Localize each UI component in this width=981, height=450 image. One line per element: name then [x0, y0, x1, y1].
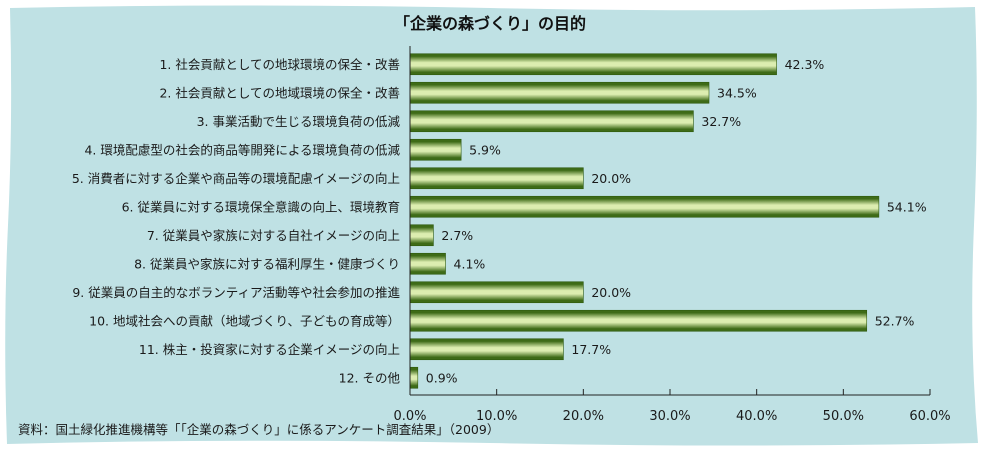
source-note: 資料：国土緑化推進機構等「「企業の森づくり」に係るアンケート調査結果」（2009… — [18, 422, 499, 437]
bar — [409, 167, 584, 190]
x-axis: 0.0% 10.0% 20.0% 30.0% 40.0% 50.0% 60.0% — [393, 46, 951, 424]
bar — [409, 281, 584, 304]
category-label: 10. 地域社会への貢献（地域づくり、子どもの育成等） — [89, 313, 400, 328]
category-label: 7. 従業員や家族に対する自社イメージの向上 — [147, 228, 400, 243]
bars-layer: 1. 社会貢献としての地球環境の保全・改善 42.3% 2. 社会貢献としての地域環… — [72, 53, 927, 389]
value-label: 4.1% — [454, 256, 486, 271]
value-label: 42.3% — [785, 57, 825, 72]
bar — [409, 53, 777, 76]
value-label: 52.7% — [875, 313, 915, 328]
value-label: 34.5% — [717, 85, 757, 100]
category-label: 3. 事業活動で生じる環境負荷の低減 — [197, 114, 401, 129]
x-tick-label: 50.0% — [823, 409, 864, 424]
category-label: 4. 環境配慮型の社会的商品等開発による環境負荷の低減 — [84, 142, 400, 157]
value-label: 17.7% — [571, 342, 611, 357]
category-label: 8. 従業員や家族に対する福利厚生・健康づくり — [134, 256, 400, 271]
x-tick-label: 30.0% — [649, 409, 690, 424]
category-label: 11. 株主・投資家に対する企業イメージの向上 — [139, 342, 400, 357]
x-tick-label: 60.0% — [909, 409, 950, 424]
value-label: 20.0% — [591, 171, 631, 186]
category-label: 9. 従業員の自主的なボランティア活動等や社会参加の推進 — [72, 285, 400, 300]
chart-title: 「企業の森づくり」の目的 — [394, 14, 586, 33]
bar — [409, 252, 446, 275]
bar — [409, 309, 868, 332]
bar — [409, 338, 564, 361]
x-tick-label: 0.0% — [393, 409, 426, 424]
bar — [409, 224, 434, 247]
bar — [409, 366, 419, 389]
value-label: 0.9% — [426, 370, 458, 385]
category-label: 2. 社会貢献としての地域環境の保全・改善 — [159, 85, 400, 100]
value-label: 54.1% — [887, 199, 927, 214]
bar — [409, 195, 880, 218]
x-tick-label: 20.0% — [563, 409, 604, 424]
category-label: 5. 消費者に対する企業や商品等の環境配慮イメージの向上 — [72, 171, 400, 186]
chart-background — [5, 5, 978, 446]
category-label: 6. 従業員に対する環境保全意識の向上、環境教育 — [122, 199, 400, 214]
x-tick-label: 40.0% — [736, 409, 777, 424]
value-label: 32.7% — [701, 114, 741, 129]
bar — [409, 110, 694, 133]
category-label: 12. その他 — [339, 370, 401, 385]
value-label: 20.0% — [591, 285, 631, 300]
x-tick-label: 10.0% — [476, 409, 517, 424]
bar — [409, 138, 462, 161]
category-label: 1. 社会貢献としての地球環境の保全・改善 — [159, 57, 400, 72]
value-label: 2.7% — [441, 228, 473, 243]
value-label: 5.9% — [469, 142, 501, 157]
bar — [409, 81, 710, 104]
